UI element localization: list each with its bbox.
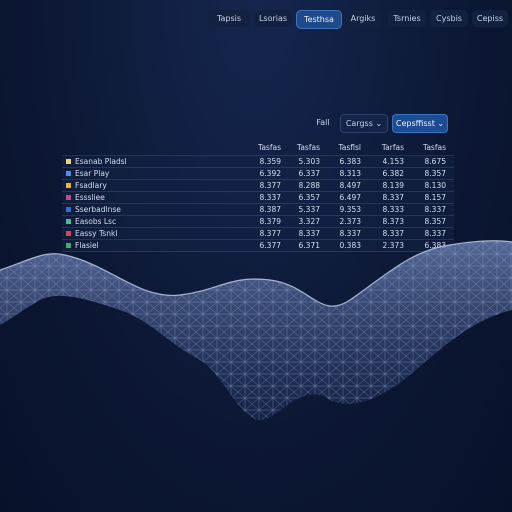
table-cell: 8.288 [298,181,320,190]
row-color [66,159,71,164]
table-cell: 8.139 [382,181,404,190]
table-cell: 8.157 [424,193,446,202]
row-name: Esanab Pladsl [75,157,127,166]
table-cell: 6.377 [259,241,281,250]
row-name: Eassy Tsnkl [75,229,118,238]
table-row: Sserbadlnse 8.387 5.337 9.353 8.333 8.337 [62,204,454,216]
row-color [66,231,71,236]
table-cell: 8.377 [259,181,281,190]
row-color [66,171,71,176]
table-cell: 8.357 [424,217,446,226]
column-header: Tasfas [258,143,281,152]
table-cell: 9.353 [339,205,361,214]
data-table: Tasfas Tasfas Tasflsl Tarfas Tasfas Esanab Pl… [62,141,454,252]
table-cell: 8.337 [259,193,281,202]
table-row: Esanab Pladsl 8.359 5.303 6.383 4.153 8.675 [62,156,454,168]
table-cell: 8.313 [339,169,361,178]
nav-tab[interactable]: Cysbis [430,10,468,27]
table-cell: 6.383 [424,241,446,250]
table-cell: 8.130 [424,181,446,190]
dropdown-text: Cepsffisst [395,119,435,128]
row-name: Esar Play [75,169,110,178]
row-color [66,195,71,200]
table-cell: 8.379 [259,217,281,226]
nav-tab[interactable]: Argiks [344,10,382,27]
table-cell: 6.357 [298,193,320,202]
nav-tab[interactable]: Cepiss [472,10,508,27]
row-name: Sserbadlnse [75,205,121,214]
table-cell: 6.392 [259,169,281,178]
row-name: Fsadlary [75,181,107,190]
column-header: Tasfas [423,143,446,152]
dropdown[interactable]: Cargss ⌄ [340,114,388,133]
row-color [66,243,71,248]
table-cell: 8.337 [382,193,404,202]
column-header: Tarfas [381,143,404,152]
row-color [66,183,71,188]
table-row: Flasiel 6.377 6.371 0.383 2.373 6.383 [62,240,454,252]
table-row: Fsadlary 8.377 8.288 8.497 8.139 8.130 [62,180,454,192]
table-header: Tasfas Tasfas Tasflsl Tarfas Tasfas [62,141,454,156]
table-cell: 2.373 [382,241,404,250]
table-cell: 6.383 [339,157,361,166]
dropdown-text: Cargss [345,119,373,128]
table-cell: 8.497 [339,181,361,190]
table-cell: 8.337 [298,229,320,238]
filter-label: Fall [316,118,330,127]
mesh-wave [0,240,512,420]
row-color [66,219,71,224]
row-color [66,207,71,212]
nav-tab[interactable]: Testhsa [296,10,342,29]
active-dropdown[interactable]: Cepsffisst ⌄ [392,114,448,133]
row-name: Flasiel [75,241,99,250]
table-cell: 8.337 [339,229,361,238]
table-cell: 6.337 [298,169,320,178]
table-cell: 8.387 [259,205,281,214]
table-cell: 8.373 [382,217,404,226]
table-cell: 8.357 [424,169,446,178]
column-header: Tasflsl [338,143,361,152]
table-cell: 8.377 [259,229,281,238]
nav-tab[interactable]: Tsrnies [388,10,426,27]
table-row: Esar Play 6.392 6.337 8.313 6.382 8.357 [62,168,454,180]
table-row: Eassy Tsnkl 8.377 8.337 8.337 8.337 8.337 [62,228,454,240]
nav-tab[interactable]: Tapsis [208,10,250,27]
table-cell: 3.327 [298,217,320,226]
table-cell: 2.373 [339,217,361,226]
table-cell: 6.497 [339,193,361,202]
table-cell: 8.337 [382,229,404,238]
table-cell: 0.383 [339,241,361,250]
table-cell: 8.675 [424,157,446,166]
table-cell: 8.359 [259,157,281,166]
wave-edge [0,240,512,307]
table-cell: 5.303 [298,157,320,166]
column-header: Tasfas [297,143,320,152]
table-cell: 6.382 [382,169,404,178]
table-cell: 6.371 [298,241,320,250]
table-cell: 4.153 [382,157,404,166]
table-cell: 5.337 [298,205,320,214]
nav-tab[interactable]: Lsorias [254,10,292,27]
wave-mesh [0,240,512,420]
table-cell: 8.333 [382,205,404,214]
table-row: Easobs Lsc 8.379 3.327 2.373 8.373 8.357 [62,216,454,228]
table-cell: 8.337 [424,205,446,214]
table-row: Esssliee 8.337 6.357 6.497 8.337 8.157 [62,192,454,204]
row-name: Esssliee [75,193,105,202]
table-cell: 8.337 [424,229,446,238]
row-name: Easobs Lsc [75,217,117,226]
